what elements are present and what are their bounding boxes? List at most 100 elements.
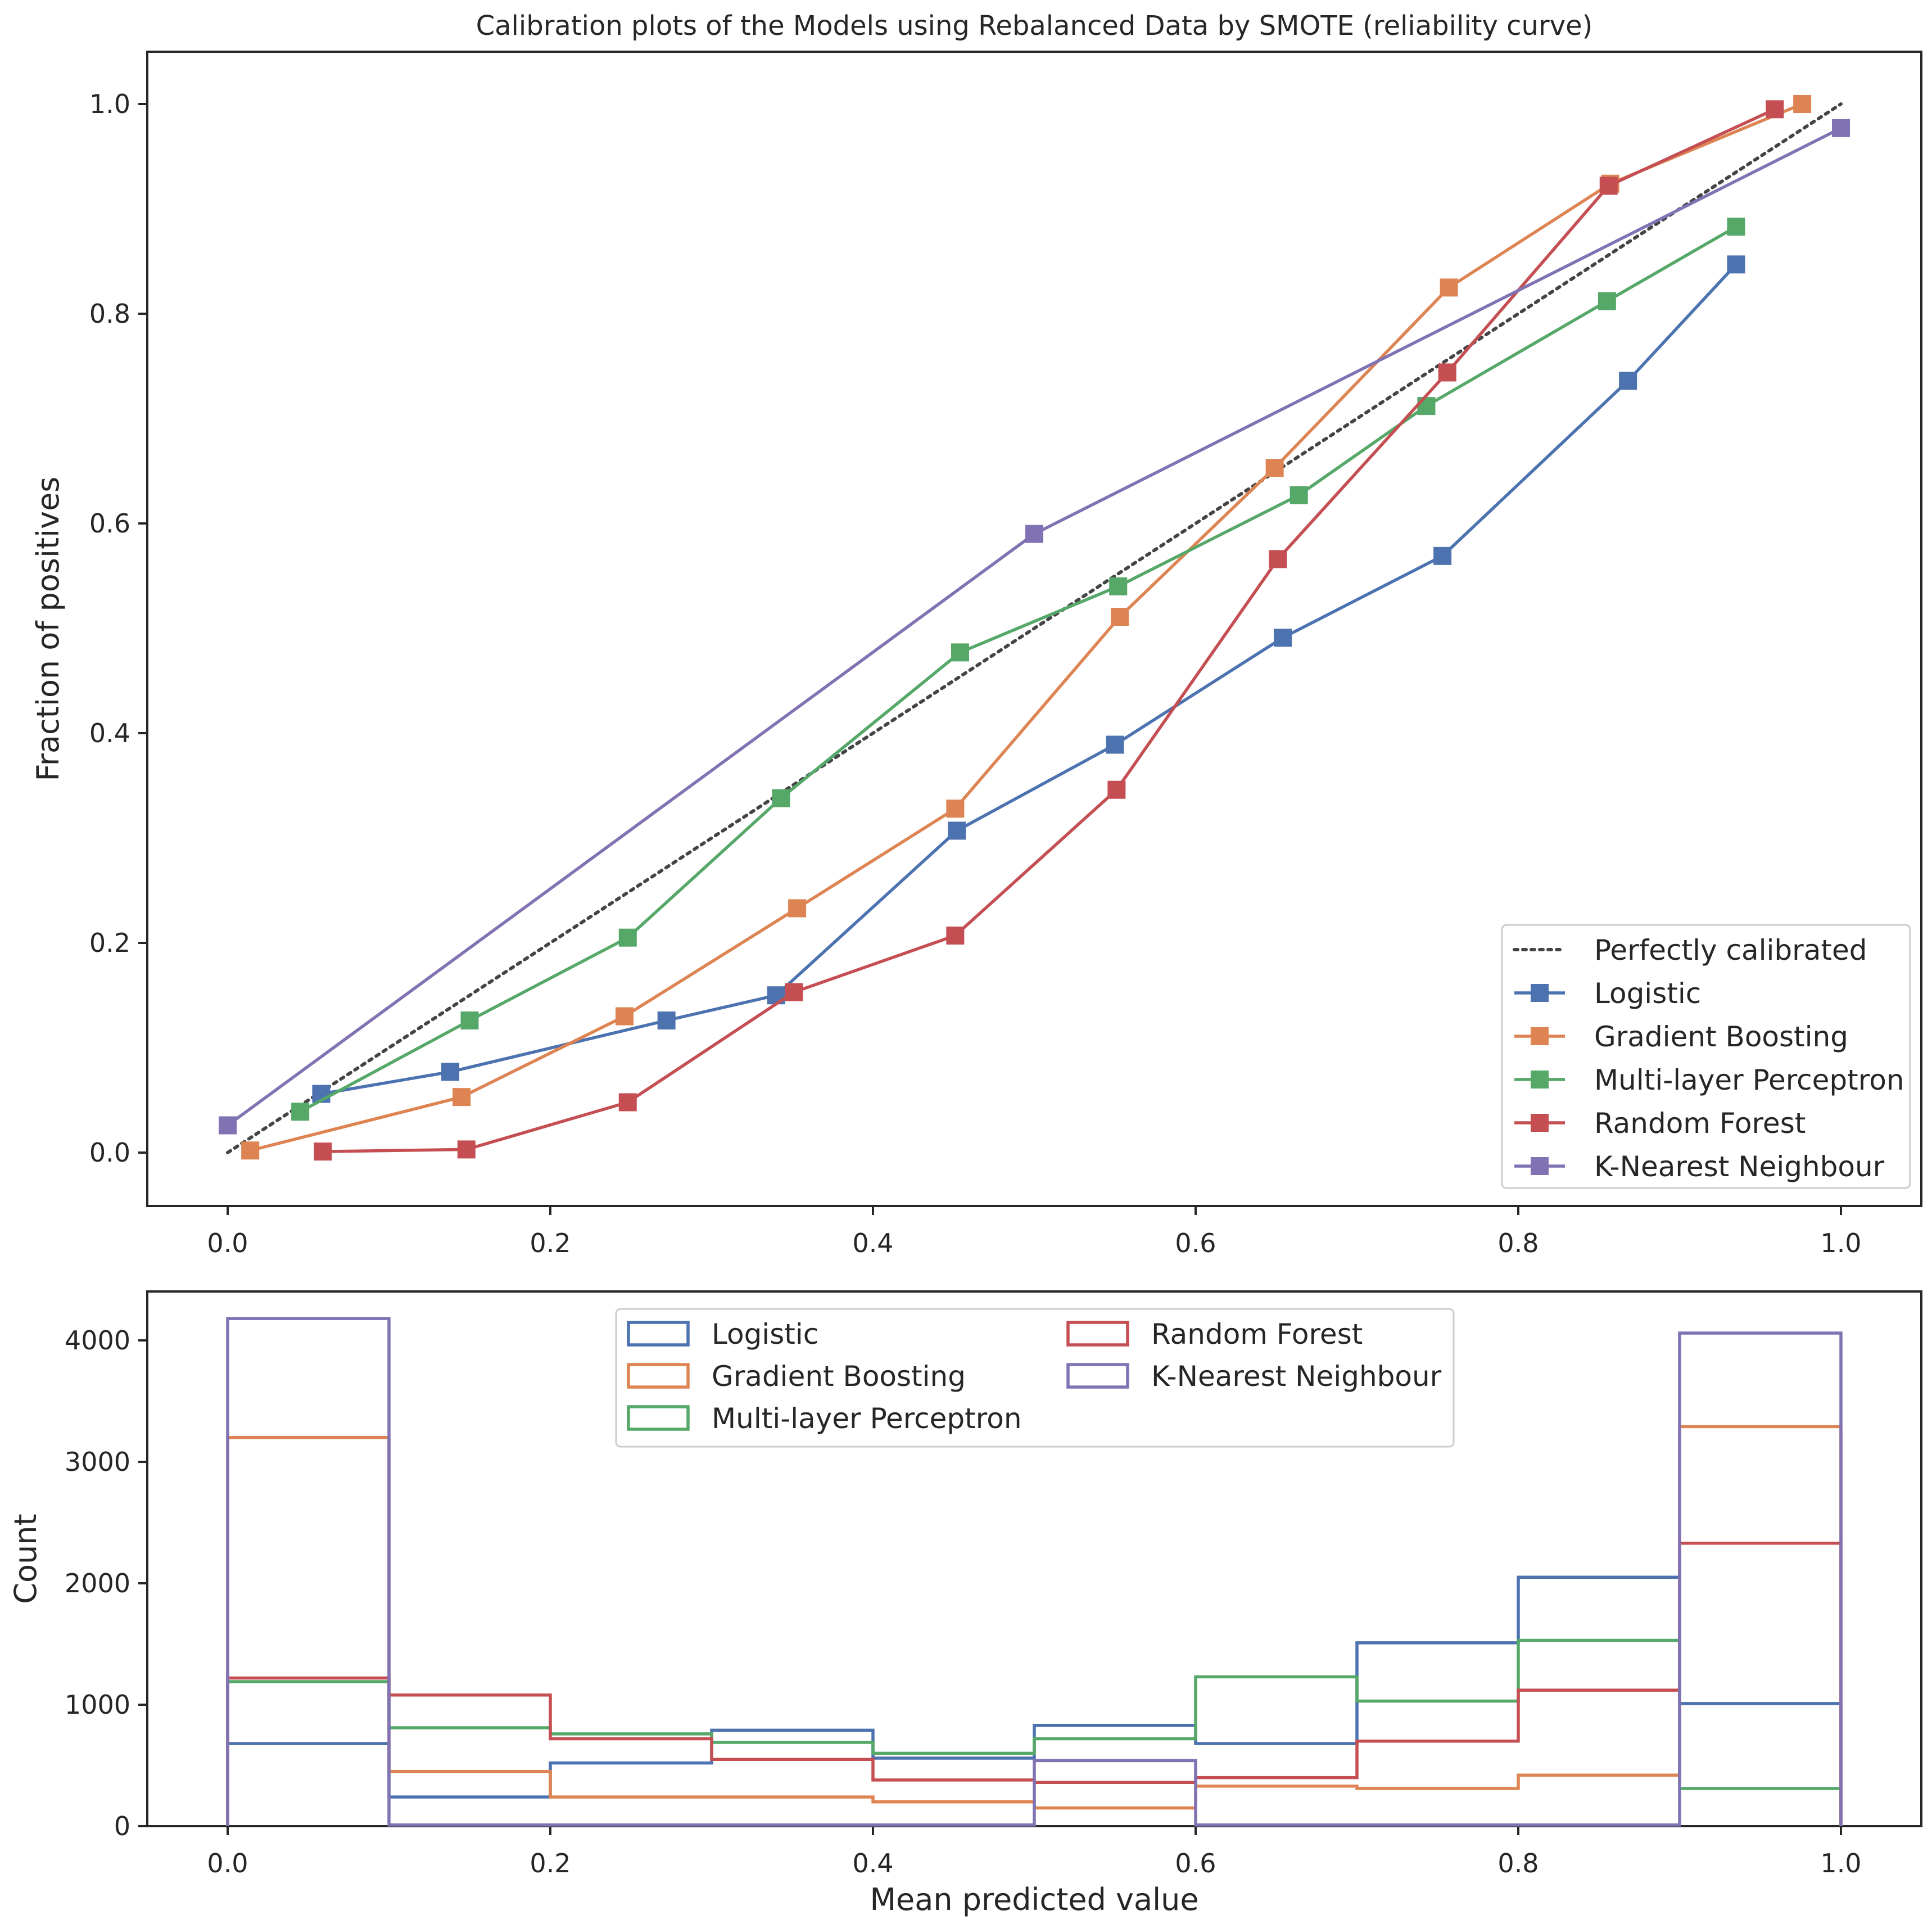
data-point [453,1088,471,1106]
data-point [1832,119,1850,137]
x-tick-label: 0.4 [852,1848,893,1878]
data-point [946,800,965,818]
data-point [441,1063,460,1081]
y-tick-label: 0.6 [89,508,130,539]
data-point [785,983,803,1001]
series-line-random-forest [323,107,1776,1153]
legend-swatch [1066,1321,1129,1347]
data-point [1438,363,1456,382]
data-point [1025,525,1043,543]
y-tick-label: 0.0 [89,1137,130,1168]
series-logistic [312,255,1745,1103]
x-tick-label: 0.6 [1175,1228,1216,1258]
legend-label: Gradient Boosting [712,1360,966,1393]
legend: Logistic Gradient Boosting Multi-layer Per… [615,1308,1455,1448]
data-point [1107,780,1126,799]
legend-label: Perfectly calibrated [1594,934,1867,966]
data-point [618,1093,637,1112]
data-point [946,926,965,945]
data-point [460,1011,479,1030]
data-point [219,1116,237,1135]
legend: Perfectly calibrated Logistic Gradient Boo… [1501,924,1911,1189]
plot-frame [146,51,1922,1207]
data-point [767,986,785,1005]
data-point [1619,372,1637,390]
data-point [241,1141,260,1160]
y-tick-label: 0.2 [89,928,130,958]
x-tick-label: 0.4 [852,1228,893,1258]
legend-label: Logistic [1594,977,1701,1010]
data-point [772,789,790,807]
legend-item-k-nearest-neighbour: K-Nearest Neighbour [1066,1360,1442,1393]
y-tick-label: 4000 [65,1325,130,1356]
legend-marker [1531,984,1549,1002]
series-random-forest [314,100,1784,1161]
data-point [1265,459,1284,477]
legend-label: Random Forest [1151,1318,1363,1351]
legend-swatch [627,1363,690,1389]
legend-frame [615,1308,1455,1448]
data-point [1793,95,1812,113]
legend-item-random-forest: Random Forest [1066,1318,1363,1351]
legend-label: Multi-layer Perceptron [1594,1064,1904,1096]
data-point [1727,218,1745,236]
x-axis-label: Mean predicted value [870,1882,1198,1917]
data-point [1417,397,1436,415]
data-point [314,1142,332,1161]
legend-item-logistic: Logistic [627,1318,818,1351]
legend-label: Logistic [712,1318,818,1351]
legend-item-multi-layer-perceptron: Multi-layer Perceptron [1514,1064,1904,1096]
legend-label: K-Nearest Neighbour [1594,1150,1885,1183]
data-point [616,1007,634,1026]
series-k-nearest-neighbour [219,119,1850,1135]
x-tick-label: 0.2 [530,1228,571,1258]
legend-swatch [627,1321,690,1347]
data-point [951,643,969,662]
histogram-step-k-nearest-neighbour [226,1317,1843,1827]
x-tick-label: 0.2 [530,1848,571,1878]
y-tick-label: 0.8 [89,299,130,329]
legend-marker [1531,1027,1549,1045]
legend-swatch [627,1405,690,1431]
data-point [1598,292,1616,310]
data-point [657,1011,676,1030]
legend-label: Random Forest [1594,1107,1806,1140]
legend-item-multi-layer-perceptron: Multi-layer Perceptron [627,1402,1022,1435]
data-point [1766,100,1784,119]
legend-swatch [1066,1363,1129,1389]
legend-marker [1531,1071,1549,1089]
legend-item-random-forest: Random Forest [1514,1107,1806,1140]
data-point [1727,255,1745,274]
data-point [788,899,807,918]
legend-item-perfectly-calibrated: Perfectly calibrated [1513,934,1867,966]
legend-label: Gradient Boosting [1594,1020,1848,1053]
legend-label: Multi-layer Perceptron [712,1402,1022,1435]
histogram-k-nearest-neighbour [226,1317,1843,1827]
legend-item-logistic: Logistic [1514,977,1701,1010]
data-point [1109,577,1128,595]
x-tick-label: 0.8 [1497,1848,1539,1878]
data-point [1273,629,1292,647]
legend-frame [1501,924,1911,1189]
x-tick-label: 0.0 [207,1228,248,1258]
data-point [948,821,966,840]
x-tick-label: 1.0 [1820,1228,1861,1258]
legend-marker [1531,1114,1549,1132]
x-tick-label: 0.6 [1175,1848,1216,1878]
y-tick-label: 0 [114,1811,130,1841]
y-axis-label: Count [8,1514,43,1604]
data-point [618,928,637,947]
data-point [1111,607,1129,626]
legend-item-gradient-boosting: Gradient Boosting [627,1360,966,1393]
legend-item-k-nearest-neighbour: K-Nearest Neighbour [1514,1150,1885,1183]
y-tick-label: 2000 [65,1568,130,1598]
data-point [457,1140,476,1159]
legend-item-gradient-boosting: Gradient Boosting [1514,1020,1848,1053]
perfectly-calibrated-line [226,102,1843,1154]
x-tick-label: 1.0 [1820,1848,1861,1878]
data-point [291,1103,310,1121]
data-point [1106,735,1124,754]
calibration-chart: Calibration plots of the Models using Re… [30,10,1922,1258]
series-line-multi-layer-perceptron [299,225,1737,1113]
